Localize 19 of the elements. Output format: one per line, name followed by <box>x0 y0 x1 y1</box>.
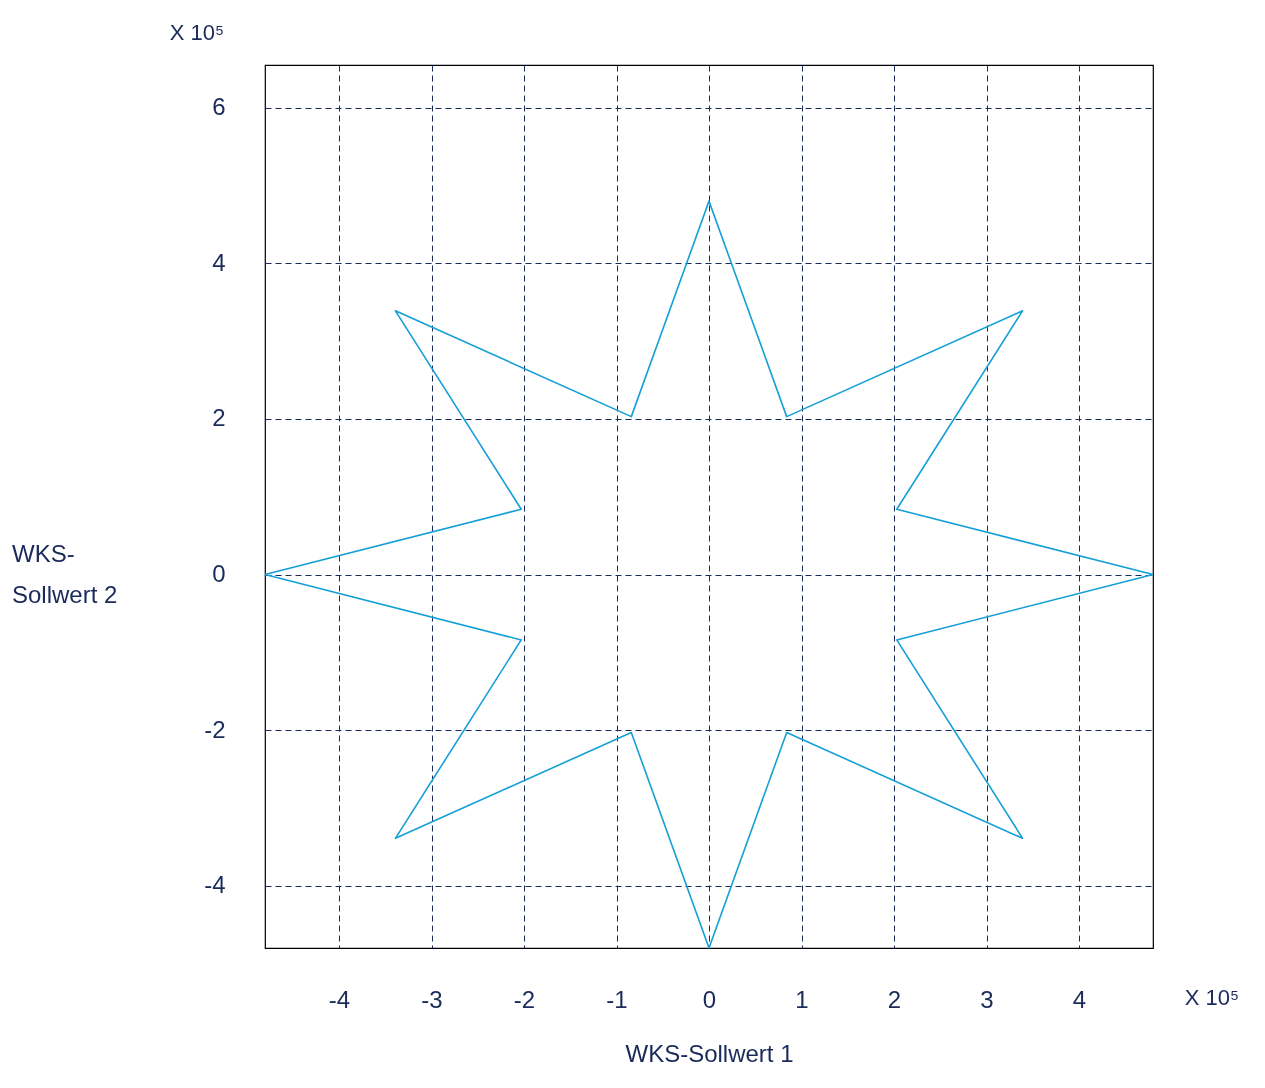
x-tick-label: 4 <box>1072 985 1087 1013</box>
y-tick-label: 2 <box>212 404 226 432</box>
x-axis-title: WKS-Sollwert 1 <box>625 1039 794 1067</box>
y-tick-label: 0 <box>212 560 226 588</box>
x-tick-label: 3 <box>980 985 994 1013</box>
x-tick-label: 1 <box>795 985 809 1013</box>
x-tick-label: -1 <box>606 985 628 1013</box>
y-tick-label: 6 <box>212 93 226 121</box>
text: X 10⁵ <box>1184 985 1240 1010</box>
x-tick-label: -4 <box>328 985 351 1013</box>
x-tick-label: 2 <box>887 985 902 1013</box>
y-axis-title: WKS-Sollwert 2 <box>12 540 118 608</box>
x-tick-label: 0 <box>702 985 717 1013</box>
x-tick-label: -2 <box>513 985 536 1013</box>
x-tick-label: -3 <box>421 985 443 1013</box>
y-tick-label: -2 <box>204 715 226 743</box>
y-tick-label: 4 <box>212 248 226 276</box>
y-tick-label: -4 <box>204 871 226 899</box>
text: X 10⁵ <box>169 20 225 45</box>
